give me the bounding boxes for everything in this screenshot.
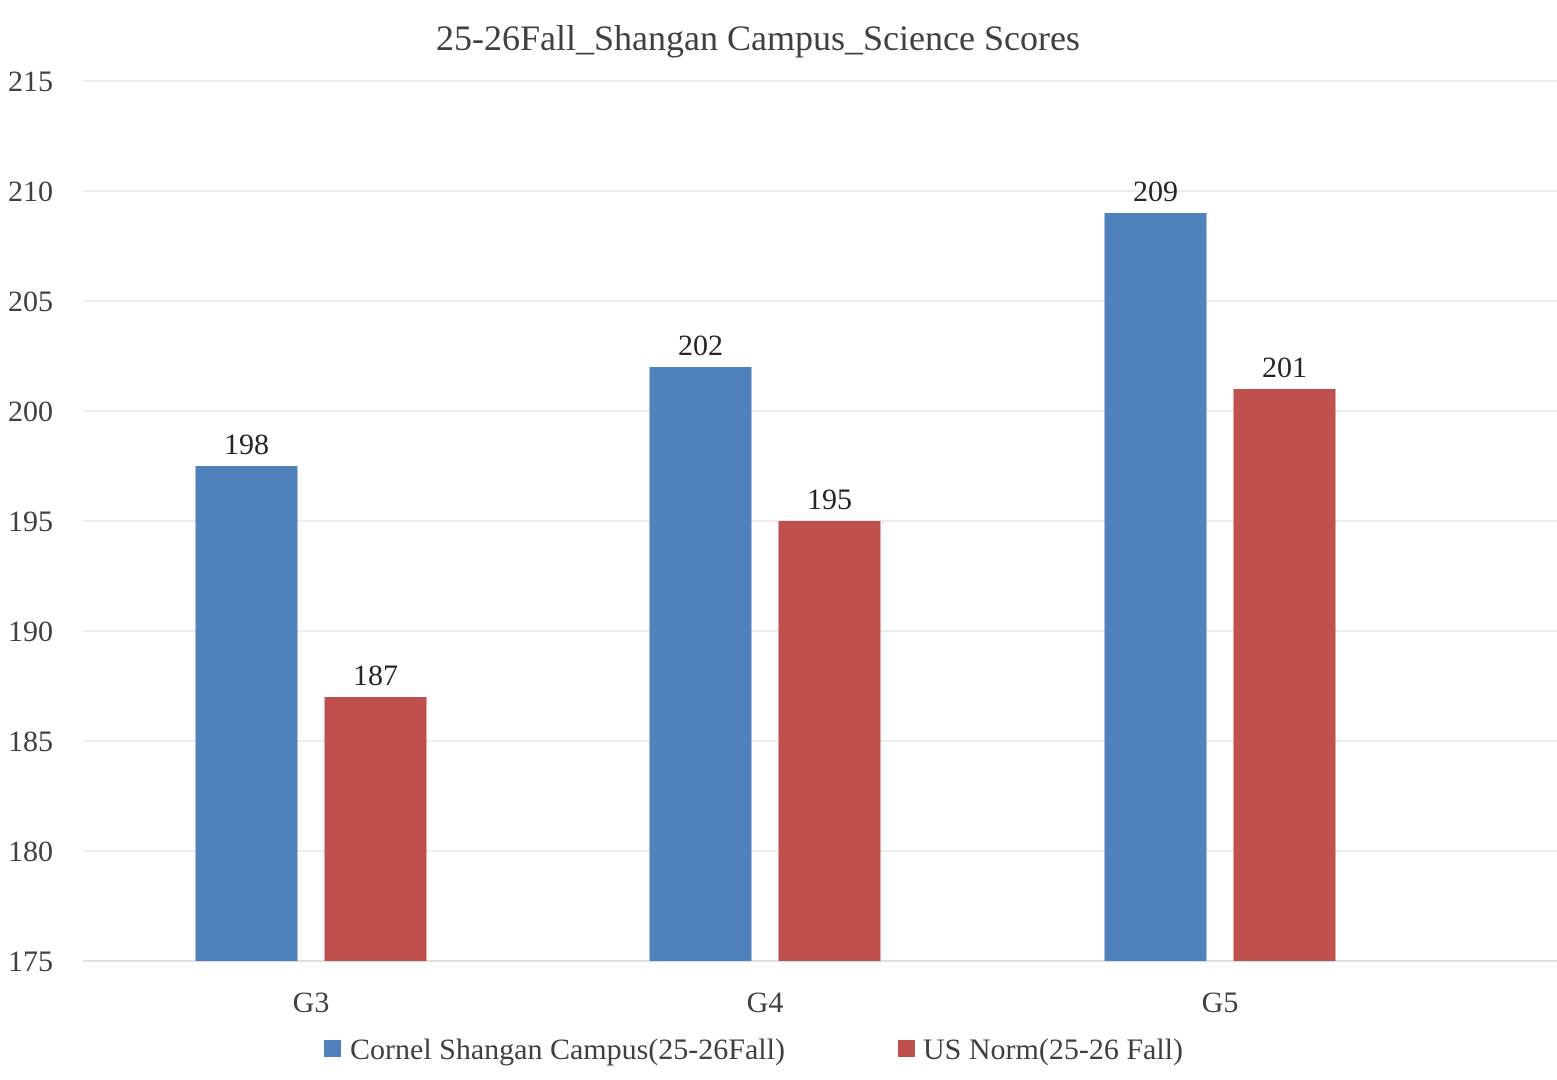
y-tick-label: 175 (8, 945, 53, 978)
bar-g4-series-1[interactable] (649, 367, 752, 961)
y-tick-label: 195 (8, 505, 53, 538)
x-category-label: G3 (293, 986, 330, 1019)
bar-g5-series-2[interactable] (1233, 389, 1336, 961)
y-tick-label: 205 (8, 285, 53, 318)
y-tick-label: 200 (8, 395, 53, 428)
data-label: 195 (807, 483, 852, 516)
legend-label: US Norm(25-26 Fall) (923, 1033, 1183, 1066)
y-axis-ticks: 175 180 185 190 195 200 205 210 215 (8, 65, 53, 978)
legend-swatch (324, 1040, 341, 1057)
x-category-label: G4 (747, 986, 784, 1019)
data-labels: 198 187 202 195 209 201 (224, 175, 1307, 692)
bar-g4-series-2[interactable] (778, 521, 881, 961)
data-label: 187 (353, 659, 398, 692)
data-label: 209 (1133, 175, 1178, 208)
legend[interactable]: Cornel Shangan Campus(25-26Fall) US Norm(… (324, 1033, 1183, 1066)
y-tick-label: 215 (8, 65, 53, 98)
legend-item-series-2[interactable]: US Norm(25-26 Fall) (898, 1033, 1183, 1066)
y-tick-label: 210 (8, 175, 53, 208)
chart-title: 25-26Fall_Shangan Campus_Science Scores (436, 18, 1080, 58)
bar-g3-series-2[interactable] (324, 697, 427, 961)
x-axis-categories: G3 G4 G5 (293, 986, 1239, 1019)
data-label: 198 (224, 428, 269, 461)
bars (195, 213, 1336, 961)
y-tick-label: 180 (8, 835, 53, 868)
bar-g3-series-1[interactable] (195, 466, 298, 961)
y-tick-label: 190 (8, 615, 53, 648)
data-label: 202 (678, 329, 723, 362)
legend-swatch (898, 1040, 915, 1057)
bar-g5-series-1[interactable] (1104, 213, 1207, 961)
legend-label: Cornel Shangan Campus(25-26Fall) (350, 1033, 785, 1066)
legend-item-series-1[interactable]: Cornel Shangan Campus(25-26Fall) (324, 1033, 785, 1066)
x-category-label: G5 (1202, 986, 1239, 1019)
data-label: 201 (1262, 351, 1307, 384)
y-tick-label: 185 (8, 725, 53, 758)
